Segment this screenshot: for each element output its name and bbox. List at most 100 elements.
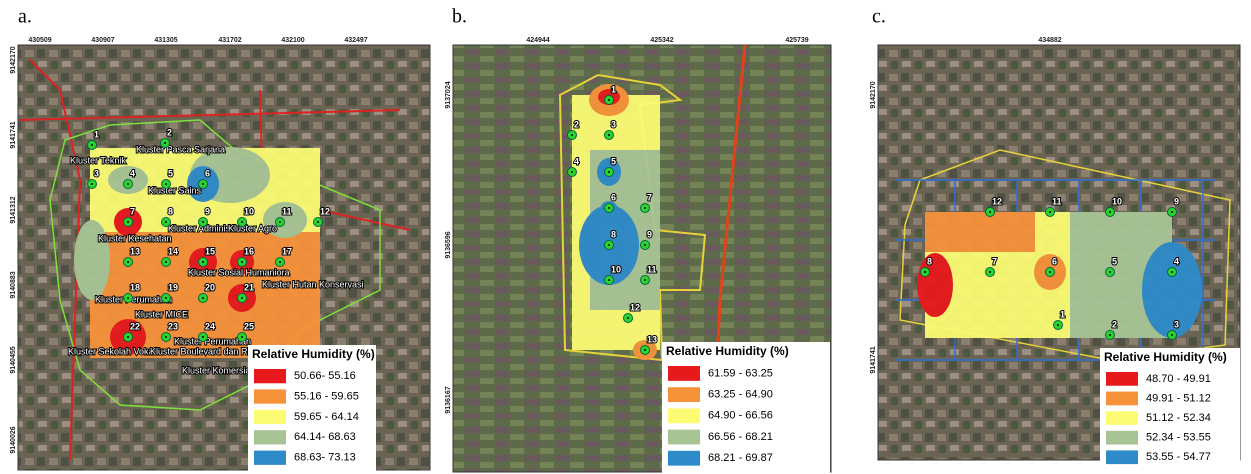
point-label: 3 [611,119,616,129]
sample-point-center [127,221,129,223]
x-coordinate: 434882 [1038,37,1061,44]
point-label: 9 [205,206,210,216]
panel-label: c. [872,6,886,28]
point-label: 6 [205,168,210,178]
point-label: 2 [167,127,172,137]
sample-point-center [317,221,319,223]
sample-point-center [644,349,646,351]
sample-point-center [924,271,926,273]
place-label: Kluster Agro [228,223,277,233]
point-label: 8 [927,256,932,266]
point-label: 11 [282,206,292,216]
point-label: 13 [130,246,140,256]
legend-label: 53.55 - 54.77 [1146,451,1211,463]
legend-swatch [1106,431,1138,445]
place-label: Kluster Sosial Humaniora [188,267,290,277]
point-label: 14 [168,246,178,256]
point-label: 20 [205,282,215,292]
place-label: Kluster Komersial [182,365,253,375]
place-label: Kluster MICE [135,309,188,319]
y-coordinate: 9140883 [10,271,17,298]
point-label: 10 [1112,196,1122,206]
sample-point-center [91,183,93,185]
sample-point-center [127,261,129,263]
sample-point-center [1109,334,1111,336]
x-coordinate: 432100 [281,37,304,44]
legend-label: 64.90 - 66.56 [708,410,773,422]
legend-label: 52.34 - 53.55 [1146,432,1211,444]
legend-swatch [254,389,286,403]
legend-swatch [1106,372,1138,386]
point-label: 7 [647,192,652,202]
point-label: 10 [244,206,254,216]
legend-label: 66.56 - 68.21 [708,431,773,443]
sample-point-center [165,297,167,299]
y-coordinate: 9136596 [445,231,452,258]
sample-point-center [127,336,129,338]
legend-label: 61.59 - 63.25 [708,367,773,379]
legend-label: 55.16 - 59.65 [294,390,359,402]
point-label: 5 [1112,256,1117,266]
point-label: 21 [244,282,254,292]
panel-label: a. [18,6,32,28]
sample-point-center [608,134,610,136]
legend-label: 68.21 - 69.87 [708,452,773,464]
y-coordinate: 9142170 [870,81,877,108]
point-label: 4 [130,168,135,178]
sample-point-center [165,336,167,338]
sample-point-center [91,144,93,146]
sample-point-center [279,221,281,223]
point-label: 1 [94,129,99,139]
point-label: 9 [1174,196,1179,206]
legend-label: 49.91 - 51.12 [1146,392,1211,404]
point-label: 15 [205,246,215,256]
point-label: 5 [168,168,173,178]
sample-point-center [644,207,646,209]
sample-point-center [165,183,167,185]
legend-title: Relative Humidity (%) [252,347,375,361]
sample-point-center [202,183,204,185]
heat-zone [917,253,953,317]
sample-point-center [127,183,129,185]
point-label: 13 [647,334,657,344]
point-label: 10 [611,264,621,274]
sample-point-center [1057,324,1059,326]
sample-point-center [608,244,610,246]
legend-swatch [668,366,700,381]
point-label: 6 [1052,256,1057,266]
sample-point-center [608,279,610,281]
sample-point-center [1171,211,1173,213]
place-label: Kluster Pasca Sarjana [136,144,225,154]
sample-point-center [571,171,573,173]
heat-zone [74,220,110,300]
sample-point-center [241,297,243,299]
sample-point-center [989,211,991,213]
sample-point-center [1109,211,1111,213]
x-coordinate: 425739 [785,37,808,44]
point-label: 19 [168,282,178,292]
x-coordinate: 430509 [28,37,51,44]
place-label: Kluster Hutan Konservasi [262,279,364,289]
sample-point-center [241,336,243,338]
place-label: Kluster Sains [148,185,202,195]
place-label: Kluster Boulevard dan Ri [150,346,250,356]
legend-label: 51.12 - 52.34 [1146,412,1211,424]
point-label: 4 [574,156,579,166]
point-label: 1 [611,84,616,94]
legend-swatch [1106,411,1138,425]
point-label: 22 [130,321,140,331]
x-coordinate: 430907 [91,37,114,44]
sample-point-center [241,221,243,223]
sample-point-center [644,244,646,246]
point-label: 8 [611,229,616,239]
sample-point-center [202,297,204,299]
sample-point-center [644,279,646,281]
point-label: 12 [320,206,330,216]
x-coordinate: 425342 [650,37,673,44]
sample-point-center [608,207,610,209]
sample-point-center [202,221,204,223]
legend-swatch [254,430,286,444]
place-label: Kluster Perumahan [95,294,172,304]
